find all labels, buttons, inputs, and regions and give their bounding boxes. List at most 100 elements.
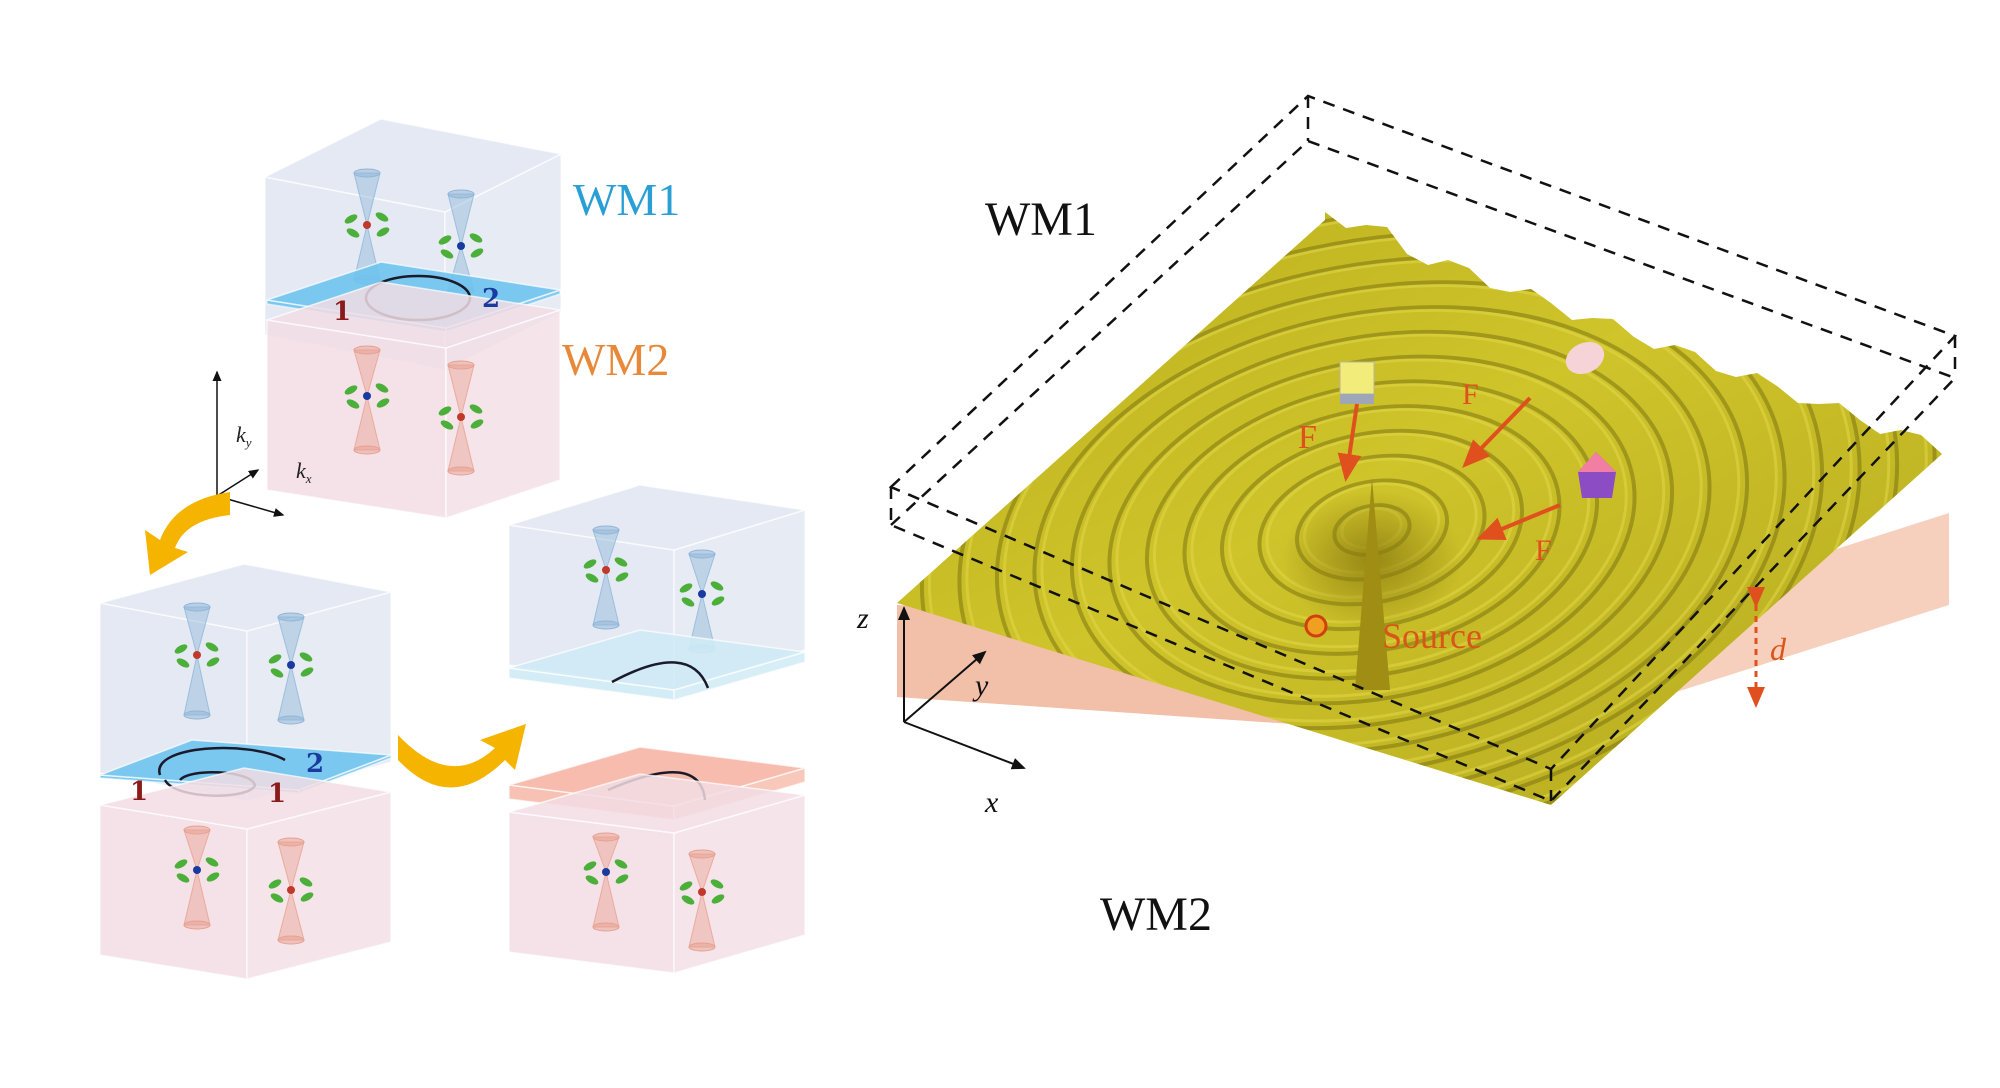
ripple-ring (1107, 354, 1637, 706)
wm2-cone-right-s (679, 849, 725, 952)
wm2-label-right: WM2 (1100, 888, 1212, 941)
ripple-ring-highlight (1115, 358, 1628, 698)
ripple-ring-highlight (1002, 284, 1741, 773)
weyl-point (287, 886, 295, 894)
ripple-ring-highlight (1077, 333, 1666, 723)
weyl-point (457, 413, 465, 421)
axis-x-label: x (984, 786, 999, 819)
wm1-cone-left-b (174, 602, 220, 720)
berry-curvature-arrow (346, 228, 360, 238)
berry-curvature-arrow (376, 398, 390, 408)
wm2-cone-left-b (174, 825, 220, 930)
weyl-point (698, 590, 706, 598)
berry-curvature-arrow (614, 859, 628, 869)
upper-cone-cap (277, 612, 305, 622)
berry-curvature-arrow (710, 879, 724, 889)
berry-curvature-arrow (469, 404, 483, 414)
distance-label: d (1770, 631, 1787, 667)
berry-curvature-arrow (375, 383, 389, 393)
berry-curvature-arrow (470, 248, 484, 258)
berry-curvature-arrow (270, 668, 284, 678)
wm2-cone-right-b (268, 837, 314, 945)
upper-cone-cap (688, 849, 716, 859)
arc-end-2-label: 2 (482, 284, 500, 314)
fermi-arc-wm1 (611, 661, 710, 689)
cube-particle-side (1340, 394, 1374, 404)
wm2-cone-left-s (583, 832, 629, 932)
arc-end-1a-label: 1 (130, 777, 148, 807)
axis-y-label: y (972, 669, 989, 702)
lower-cone-cap (592, 922, 620, 932)
berry-curvature-arrow (440, 420, 454, 430)
ripple-ring-highlight (1190, 407, 1553, 649)
berry-curvature-arrow (174, 644, 188, 654)
x-axis-arrow (903, 721, 1026, 770)
berry-curvature-arrow (268, 654, 282, 664)
wm1-box-bottom-top-face (99, 563, 392, 632)
left-panel (99, 118, 806, 980)
berry-curvature-arrow (344, 385, 358, 395)
berry-curvature-arrow (205, 857, 219, 867)
wm1-box-top-top-face (262, 118, 564, 213)
lower-cone-cap (277, 935, 305, 945)
berry-curvature-arrow (206, 657, 220, 667)
berry-curvature-arrow (270, 893, 284, 903)
upper-cone-cap (277, 837, 305, 847)
force-label-2: F (1462, 378, 1479, 411)
wm2-box-separated-left-face (508, 811, 675, 974)
berry-curvature-arrow (679, 583, 693, 593)
lower-cone-cap (183, 920, 211, 930)
curved-arrow-right-icon (398, 724, 526, 788)
lower-cone-cap (183, 710, 211, 720)
wm2-box-top (266, 281, 561, 520)
upper-cone-cap (183, 825, 211, 835)
wm2-box-separated (508, 773, 806, 974)
berry-curvature-arrow (346, 399, 360, 409)
berry-curvature-arrow (615, 874, 629, 884)
curved-arrow-down-icon (145, 492, 230, 575)
berry-curvature-arrow (469, 233, 483, 243)
weyl-point (363, 221, 371, 229)
wm2-box-bottom-left-face (99, 804, 248, 980)
ripple-ring (994, 280, 1750, 780)
kx-axis-label: kx (296, 458, 312, 486)
berry-curvature-arrow (205, 642, 219, 652)
berry-curvature-arrow (206, 872, 220, 882)
berry-curvature-arrow (711, 596, 725, 606)
source-spike (1355, 478, 1390, 690)
ripple-ring (1069, 329, 1675, 731)
berry-curvature-arrow (614, 557, 628, 567)
weyl-point (602, 566, 610, 574)
berry-curvature-arrow (344, 214, 358, 224)
wm1-box-separated-top-face (508, 484, 806, 551)
berry-curvature-arrow (375, 212, 389, 222)
force-label-3: F (1535, 534, 1552, 567)
lower-cone-cap (688, 942, 716, 952)
pentagon-particle-top (1578, 452, 1616, 472)
berry-curvature-arrow (176, 658, 190, 668)
weyl-point (287, 661, 295, 669)
lower-cone-cap (353, 445, 381, 455)
berry-curvature-arrow (268, 879, 282, 889)
upper-cone-cap (353, 168, 381, 178)
wm1-cone-left-s (583, 525, 629, 630)
wm2-box-separated-top-face (508, 773, 806, 834)
upper-cone-cap (353, 345, 381, 355)
force-arrow-cube (1337, 403, 1362, 482)
berry-curvature-arrow (583, 559, 597, 569)
force-arrow-pentagon (1476, 503, 1561, 540)
arc-end-1b-label: 1 (268, 779, 286, 809)
upper-cone-cap (688, 549, 716, 559)
force-arrow-ellipsoid (1462, 396, 1532, 468)
berry-curvature-arrow (681, 597, 695, 607)
wm1-cone-right-b (268, 612, 314, 725)
berry-curvature-arrow (438, 406, 452, 416)
berry-curvature-arrow (440, 249, 454, 259)
upper-cone-cap (447, 189, 475, 199)
berry-curvature-arrow (470, 419, 484, 429)
berry-curvature-arrow (300, 892, 314, 902)
berry-curvature-arrow (711, 894, 725, 904)
berry-curvature-arrow (299, 877, 313, 887)
berry-curvature-arrow (438, 235, 452, 245)
